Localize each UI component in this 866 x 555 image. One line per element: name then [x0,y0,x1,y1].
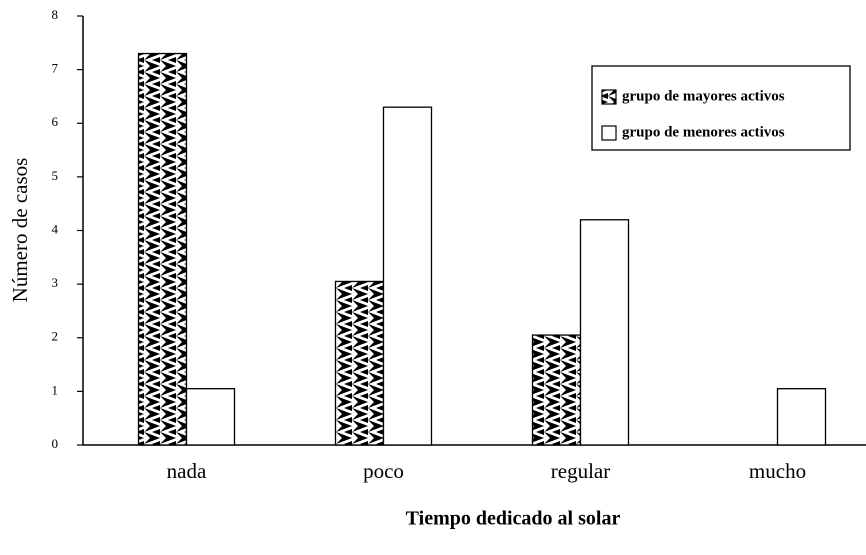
legend-box [591,65,851,151]
bar [185,388,236,446]
bar [579,219,630,446]
legend-swatch [601,125,617,141]
bar [776,388,827,446]
y-tick-label: 4 [52,221,59,236]
y-tick-label: 0 [52,436,59,451]
bar [334,280,385,446]
x-tick-label: poco [363,459,404,483]
bar [137,52,188,446]
x-tick-label: regular [551,459,610,483]
y-tick-label: 8 [52,7,59,22]
y-tick-label: 1 [52,382,59,397]
legend-swatch [601,89,617,105]
bar [382,106,433,446]
y-axis-label: Número de casos [8,158,32,303]
y-tick-label: 5 [52,168,59,183]
legend-label: grupo de menores activos [622,124,785,140]
y-tick-label: 2 [52,329,59,344]
bar [531,334,582,446]
x-tick-label: nada [167,459,207,483]
x-tick-label: mucho [749,459,806,483]
y-tick-label: 6 [52,114,59,129]
x-axis-label: Tiempo dedicado al solar [406,508,621,530]
y-tick-label: 3 [52,275,59,290]
legend-label: grupo de mayores activos [622,88,785,104]
y-tick-label: 7 [52,61,59,76]
